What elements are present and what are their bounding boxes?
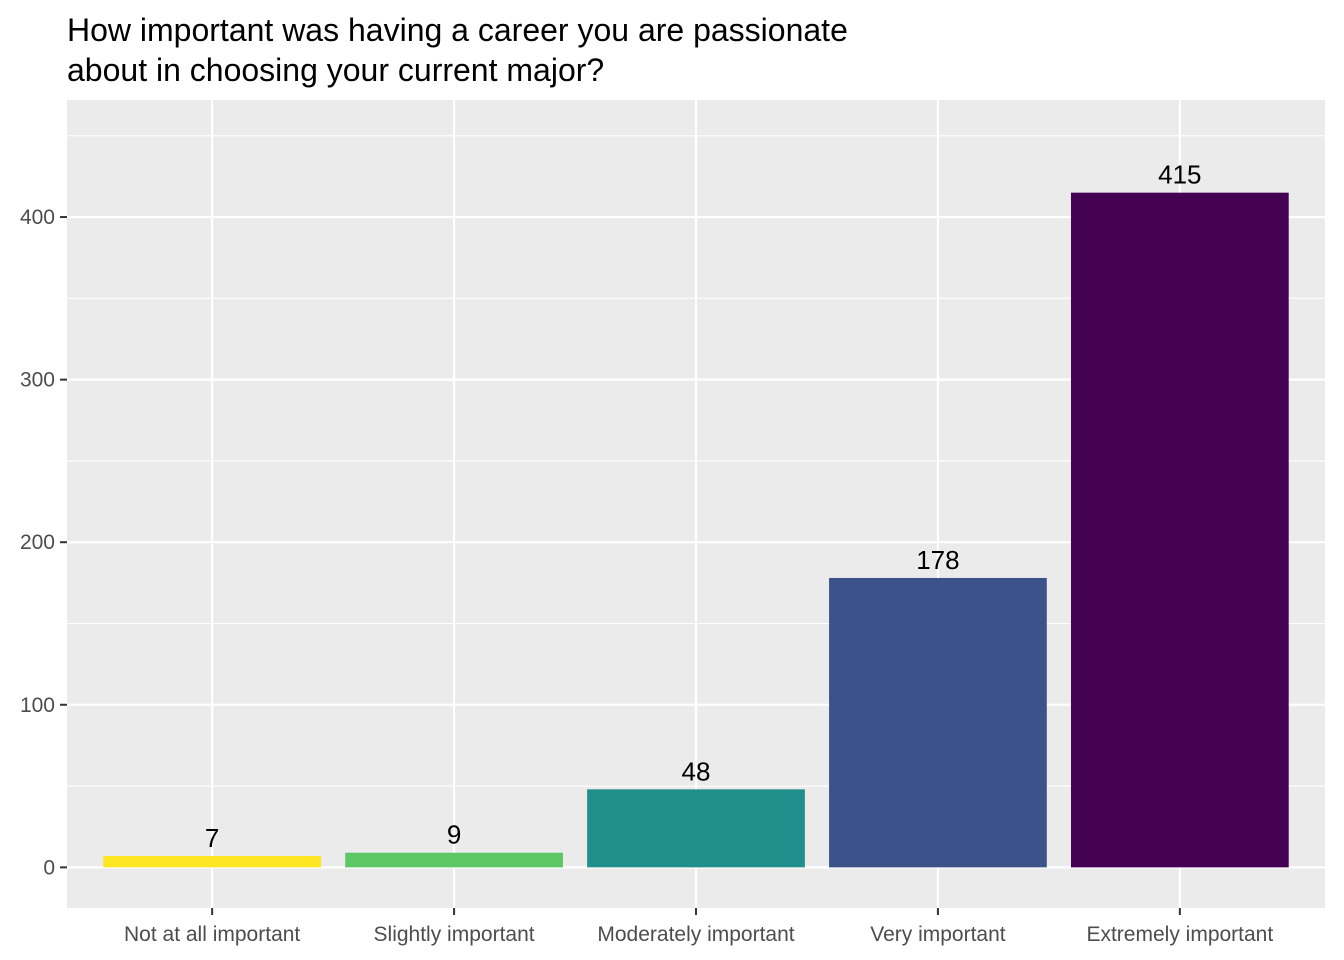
chart-title: How important was having a career you ar… [67,10,1267,90]
x-tick-label: Very important [870,923,1006,946]
y-tick-label: 100 [20,694,55,717]
bar [829,577,1047,868]
data-label: 9 [447,820,461,850]
y-tick-label: 400 [20,206,55,229]
bar [345,852,563,868]
bar [103,855,322,868]
chart-title-line-1: How important was having a career you ar… [67,12,848,48]
bars [103,192,1289,868]
y-tick-label: 200 [20,531,55,554]
x-tick-label: Not at all important [124,923,300,946]
y-axis: 0 100 200 300 400 [20,206,67,879]
data-label: 178 [916,545,959,575]
x-tick-label: Extremely important [1086,923,1273,946]
chart-title-line-2: about in choosing your current major? [67,52,605,88]
bar [587,789,805,868]
x-axis: Not at all important Slightly important Mo… [124,908,1273,946]
data-label: 7 [205,823,219,853]
bar [1070,192,1289,868]
data-label: 415 [1158,160,1201,190]
y-tick-label: 0 [43,856,55,879]
data-label: 48 [682,756,711,786]
x-tick-label: Slightly important [374,923,535,946]
data-labels: 7 9 48 178 415 [205,160,1202,853]
y-tick-label: 300 [20,369,55,392]
x-tick-label: Moderately important [597,923,794,946]
